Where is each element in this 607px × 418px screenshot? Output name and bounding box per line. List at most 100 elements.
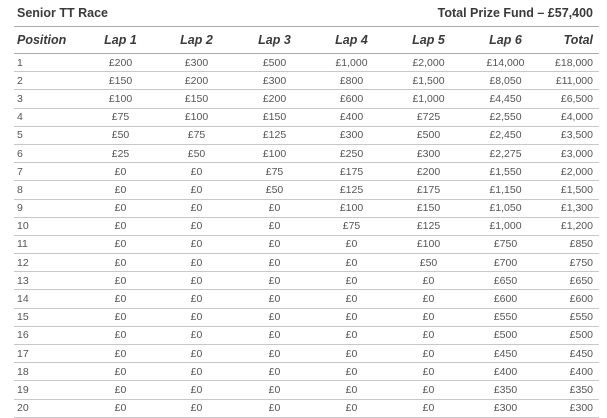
cell-lap-5: £0 (390, 289, 467, 309)
cell-lap-3: £0 (236, 271, 313, 291)
table-row: 13 £0 £0 £0 £0 £0 £650 £650 (14, 271, 599, 291)
cell-total: £400 (544, 362, 599, 382)
cell-lap-5: £725 (390, 108, 467, 127)
cell-lap-6: £2,450 (467, 126, 544, 145)
cell-lap-1: £150 (84, 71, 157, 91)
cell-lap-5: £0 (390, 344, 467, 364)
cell-position: 3 (14, 89, 84, 109)
cell-lap-5: £150 (390, 199, 467, 218)
cell-lap-2: £0 (157, 253, 236, 273)
cell-lap-2: £200 (157, 71, 236, 91)
cell-lap-5: £2,000 (390, 53, 467, 73)
cell-lap-5: £50 (390, 253, 467, 273)
cell-total: £300 (544, 399, 599, 418)
cell-lap-3: £75 (236, 162, 313, 182)
cell-lap-4: £0 (313, 344, 390, 364)
cell-lap-4: £0 (313, 289, 390, 309)
cell-lap-4: £0 (313, 235, 390, 255)
table-row: 1 £200 £300 £500 £1,000 £2,000 £14,000 £18,000 (14, 53, 599, 73)
cell-lap-4: £800 (313, 71, 390, 91)
cell-position: 7 (14, 162, 84, 182)
cell-position: 1 (14, 53, 84, 73)
cell-lap-1: £0 (84, 308, 157, 327)
cell-lap-6: £300 (467, 399, 544, 418)
cell-lap-6: £1,550 (467, 162, 544, 182)
column-header-lap-3: Lap 3 (236, 27, 313, 54)
cell-lap-6: £8,050 (467, 71, 544, 91)
prize-table-page: Senior TT Race Total Prize Fund – £57,40… (14, 6, 599, 418)
cell-total: £4,000 (544, 108, 599, 127)
cell-position: 6 (14, 144, 84, 164)
cell-lap-2: £0 (157, 271, 236, 291)
cell-position: 11 (14, 235, 84, 255)
cell-lap-2: £300 (157, 53, 236, 73)
cell-lap-4: £600 (313, 89, 390, 109)
cell-lap-2: £0 (157, 344, 236, 364)
column-header-lap-6: Lap 6 (467, 27, 544, 54)
cell-lap-3: £0 (236, 199, 313, 218)
cell-position: 9 (14, 199, 84, 218)
cell-total: £750 (544, 253, 599, 273)
cell-lap-5: £0 (390, 380, 467, 400)
table-row: 16 £0 £0 £0 £0 £0 £500 £500 (14, 326, 599, 346)
cell-total: £850 (544, 235, 599, 255)
cell-total: £2,000 (544, 162, 599, 182)
cell-lap-6: £2,550 (467, 108, 544, 127)
cell-lap-1: £100 (84, 89, 157, 109)
cell-position: 10 (14, 217, 84, 236)
table-row: 3 £100 £150 £200 £600 £1,000 £4,450 £6,500 (14, 89, 599, 109)
cell-lap-1: £0 (84, 235, 157, 255)
prize-table: Position Lap 1 Lap 2 Lap 3 Lap 4 Lap 5 L… (14, 27, 599, 418)
cell-lap-2: £0 (157, 380, 236, 400)
cell-total: £1,300 (544, 199, 599, 218)
cell-lap-5: £0 (390, 399, 467, 418)
cell-lap-4: £0 (313, 271, 390, 291)
cell-position: 13 (14, 271, 84, 291)
cell-lap-1: £0 (84, 362, 157, 382)
table-row: 4 £75 £100 £150 £400 £725 £2,550 £4,000 (14, 108, 599, 127)
cell-lap-2: £100 (157, 108, 236, 127)
cell-lap-5: £500 (390, 126, 467, 145)
table-row: 14 £0 £0 £0 £0 £0 £600 £600 (14, 289, 599, 309)
cell-lap-6: £700 (467, 253, 544, 273)
race-title: Senior TT Race (17, 6, 108, 20)
cell-lap-4: £0 (313, 308, 390, 327)
table-row: 20 £0 £0 £0 £0 £0 £300 £300 (14, 399, 599, 418)
table-row: 19 £0 £0 £0 £0 £0 £350 £350 (14, 380, 599, 400)
cell-lap-4: £125 (313, 180, 390, 200)
cell-position: 14 (14, 289, 84, 309)
table-body: 1 £200 £300 £500 £1,000 £2,000 £14,000 £18,000 2… (14, 53, 599, 418)
cell-lap-1: £0 (84, 199, 157, 218)
cell-lap-6: £450 (467, 344, 544, 364)
cell-lap-3: £0 (236, 326, 313, 346)
cell-lap-2: £0 (157, 199, 236, 218)
cell-total: £500 (544, 326, 599, 346)
cell-lap-1: £0 (84, 326, 157, 346)
cell-total: £350 (544, 380, 599, 400)
cell-position: 19 (14, 380, 84, 400)
cell-total: £650 (544, 271, 599, 291)
cell-lap-2: £0 (157, 326, 236, 346)
cell-position: 8 (14, 180, 84, 200)
cell-lap-5: £0 (390, 308, 467, 327)
cell-position: 2 (14, 71, 84, 91)
cell-lap-4: £300 (313, 126, 390, 145)
cell-lap-5: £175 (390, 180, 467, 200)
cell-lap-2: £0 (157, 235, 236, 255)
cell-lap-5: £0 (390, 326, 467, 346)
cell-total: £11,000 (544, 71, 599, 91)
cell-total: £18,000 (544, 53, 599, 73)
cell-lap-2: £75 (157, 126, 236, 145)
column-header-lap-2: Lap 2 (157, 27, 236, 54)
column-header-lap-4: Lap 4 (313, 27, 390, 54)
cell-total: £1,200 (544, 217, 599, 236)
cell-lap-1: £0 (84, 271, 157, 291)
cell-lap-5: £100 (390, 235, 467, 255)
cell-total: £1,500 (544, 180, 599, 200)
cell-lap-1: £50 (84, 126, 157, 145)
cell-lap-1: £0 (84, 217, 157, 236)
cell-lap-3: £0 (236, 289, 313, 309)
cell-lap-4: £100 (313, 199, 390, 218)
cell-lap-1: £0 (84, 380, 157, 400)
cell-lap-3: £0 (236, 235, 313, 255)
